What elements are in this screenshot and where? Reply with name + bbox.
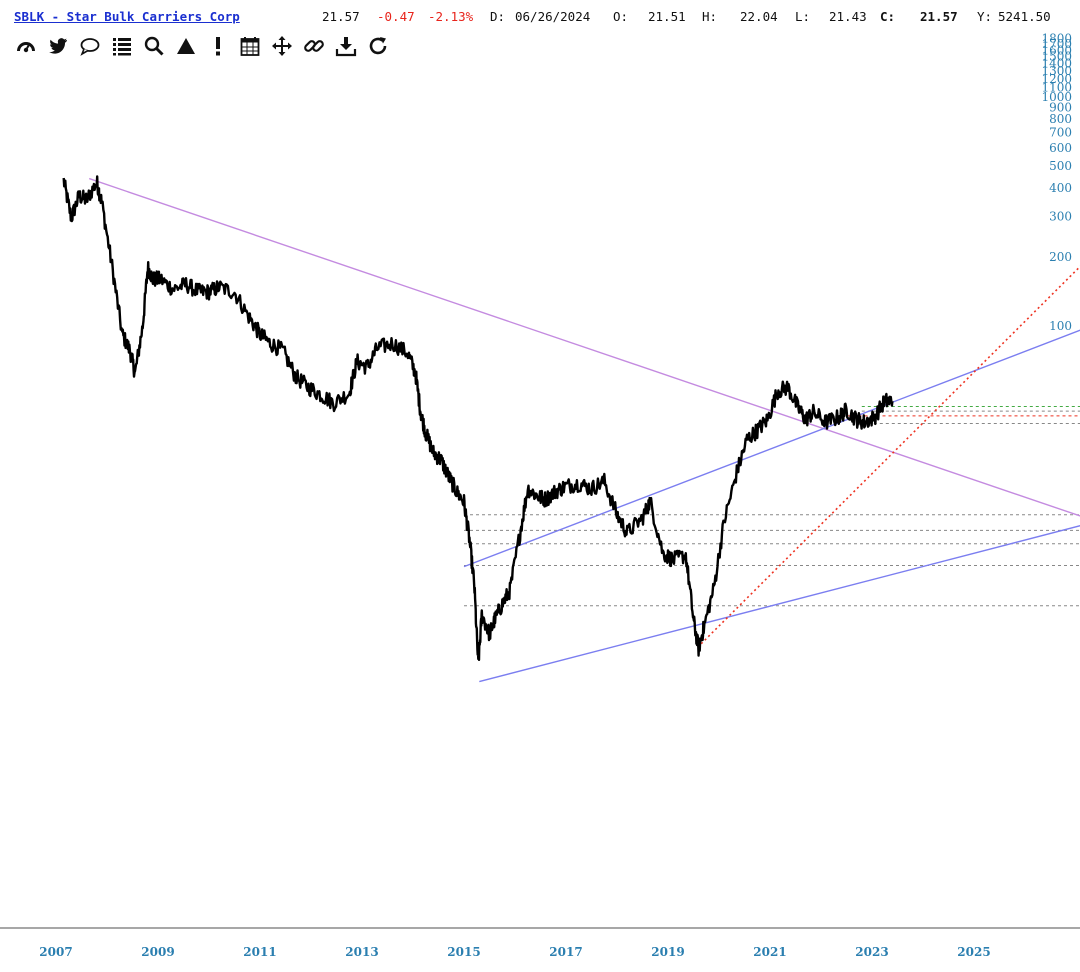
x-tick-label: 2025 bbox=[957, 945, 990, 959]
steep-trendline bbox=[700, 265, 1080, 645]
x-tick-label: 2009 bbox=[141, 945, 174, 959]
search-icon[interactable] bbox=[140, 34, 167, 58]
low-value: 21.43 bbox=[829, 9, 867, 24]
link-icon[interactable] bbox=[300, 34, 327, 58]
y-axis: 1002003004005006007008009001000110012001… bbox=[1041, 32, 1072, 334]
twitter-icon[interactable] bbox=[44, 34, 71, 58]
last-price: 21.57 bbox=[322, 9, 360, 24]
x-tick-label: 2019 bbox=[651, 945, 684, 959]
high-value: 22.04 bbox=[740, 9, 778, 24]
y-tick-label: 1200 bbox=[1041, 72, 1072, 86]
resistance-trendline bbox=[88, 177, 1080, 517]
y-tick-label: 900 bbox=[1049, 101, 1072, 115]
y-tick-label: 1000 bbox=[1041, 90, 1072, 104]
download-icon[interactable] bbox=[332, 34, 359, 58]
high-label: H: bbox=[702, 9, 718, 24]
y-tick-label: 1300 bbox=[1041, 64, 1072, 78]
x-tick-label: 2017 bbox=[549, 945, 582, 959]
y-tick-label: 700 bbox=[1049, 126, 1072, 140]
y-tick-label: 300 bbox=[1049, 210, 1072, 224]
y-tick-label: 200 bbox=[1049, 250, 1072, 264]
open-label: O: bbox=[613, 9, 629, 24]
y-tick-label: 100 bbox=[1049, 319, 1072, 333]
channel-lower-line bbox=[479, 525, 1080, 683]
y-tick-label: 1400 bbox=[1041, 57, 1072, 71]
refresh-icon[interactable] bbox=[364, 34, 391, 58]
price-change-pct: -2.13% bbox=[428, 9, 474, 24]
x-tick-label: 2015 bbox=[447, 945, 480, 959]
y-tick-label: 600 bbox=[1049, 141, 1072, 155]
triangle-icon[interactable] bbox=[172, 34, 199, 58]
calendar-icon[interactable] bbox=[236, 34, 263, 58]
quote-header: SBLK - Star Bulk Carriers Corp 21.57 -0.… bbox=[0, 0, 1080, 34]
y-tick-label: 1100 bbox=[1041, 81, 1072, 95]
list-icon[interactable] bbox=[108, 34, 135, 58]
channel-upper-line bbox=[463, 329, 1080, 568]
drawn-trendlines bbox=[88, 177, 1080, 683]
x-tick-label: 2023 bbox=[855, 945, 888, 959]
alert-icon[interactable] bbox=[204, 34, 231, 58]
x-axis: 2007 2009 2011 2013 2015 2017 2019 2021 2023 2025 bbox=[39, 945, 990, 959]
ticker-link[interactable]: SBLK - Star Bulk Carriers Corp bbox=[14, 9, 240, 24]
close-value: 21.57 bbox=[920, 9, 958, 24]
price-line bbox=[62, 175, 894, 661]
y-tick-label: 400 bbox=[1049, 181, 1072, 195]
y-value: 5241.50 bbox=[998, 9, 1051, 24]
y-tick-label: 1600 bbox=[1041, 43, 1072, 57]
move-icon[interactable] bbox=[268, 34, 295, 58]
x-tick-label: 2013 bbox=[345, 945, 378, 959]
y-tick-label: 1700 bbox=[1041, 37, 1072, 51]
y-tick-label: 500 bbox=[1049, 159, 1072, 173]
dashboard-icon[interactable] bbox=[12, 34, 39, 58]
date-value: 06/26/2024 bbox=[515, 9, 591, 24]
close-label: C: bbox=[880, 9, 896, 24]
x-tick-label: 2007 bbox=[39, 945, 72, 959]
y-label: Y: bbox=[977, 9, 993, 24]
y-tick-label: 800 bbox=[1049, 112, 1072, 126]
y-tick-label: 1800 bbox=[1041, 32, 1072, 46]
open-value: 21.51 bbox=[648, 9, 686, 24]
x-tick-label: 2021 bbox=[753, 945, 786, 959]
x-tick-label: 2011 bbox=[243, 945, 276, 959]
y-tick-label: 1500 bbox=[1041, 50, 1072, 64]
chart-toolbar bbox=[12, 34, 391, 58]
comment-icon[interactable] bbox=[76, 34, 103, 58]
low-label: L: bbox=[795, 9, 811, 24]
date-label: D: bbox=[490, 9, 506, 24]
price-change: -0.47 bbox=[377, 9, 415, 24]
